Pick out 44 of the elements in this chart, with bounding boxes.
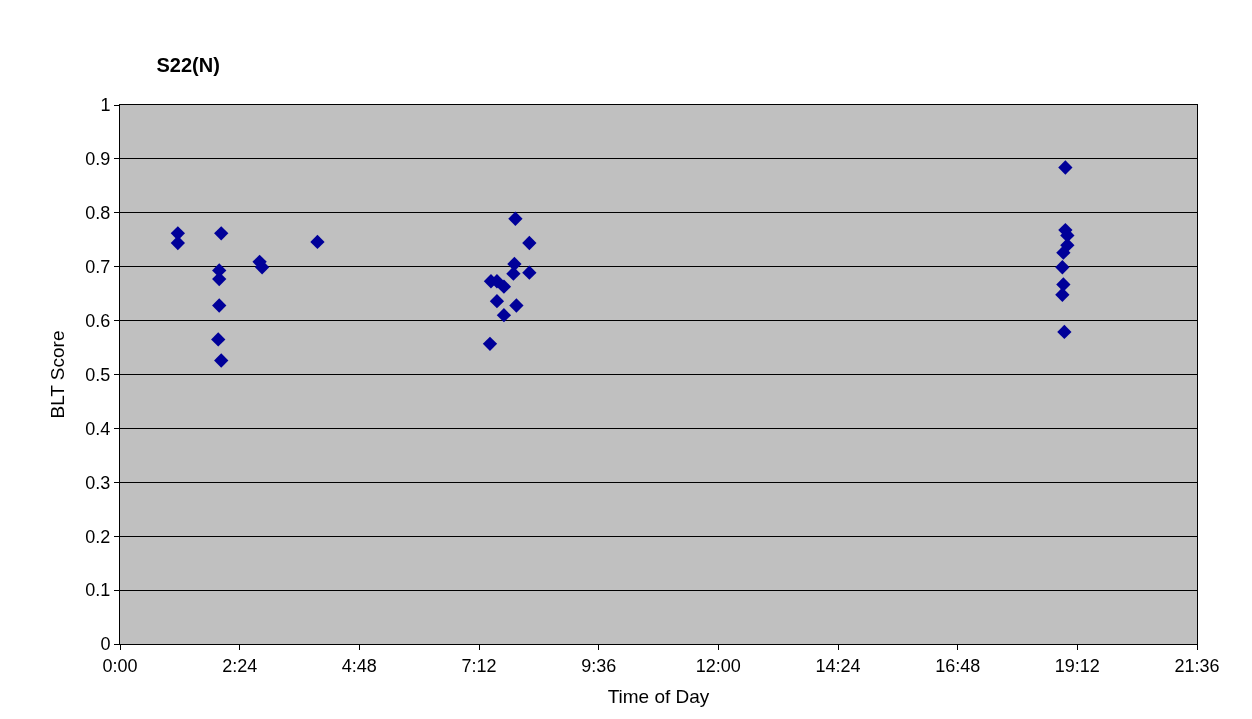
x-tick-label: 0:00 [102,655,138,676]
point [522,235,537,251]
y-tick-label: 0.3 [85,472,111,493]
point [506,266,521,281]
point [1056,277,1071,292]
y-tick-label: 0.6 [85,310,111,331]
point [522,265,537,280]
point [482,336,498,351]
x-tick-label: 9:36 [581,655,617,676]
y-tick-label: 1 [100,95,111,116]
point [508,211,523,226]
x-tick-label: 2:24 [222,655,258,676]
point [1055,287,1070,302]
point [310,234,325,250]
y-tick-label: 0.1 [85,580,111,601]
y-tick-label: 0.7 [85,257,111,277]
x-tick-label: 19:12 [1054,655,1100,676]
x-tick-label: 7:12 [461,655,497,676]
point [1056,245,1071,260]
point [214,226,229,241]
x-tick-label: 14:24 [815,655,861,676]
point [214,353,229,368]
y-tick-label: 0.4 [85,418,111,439]
chart-title: S22(N) [156,53,220,76]
point [509,298,524,313]
point [1057,324,1072,340]
point [1055,260,1070,275]
x-tick-label: 16:48 [935,655,981,676]
point [211,332,226,347]
y-tick-label: 0.2 [85,526,111,547]
point [489,294,505,309]
y-tick-label: 0.9 [85,149,111,170]
x-tick-label: 21:36 [1174,655,1220,676]
x-tick-label: 4:48 [341,655,377,676]
point [496,279,512,294]
y-tick-label: 0.8 [85,203,111,224]
y-tick-label: 0.5 [85,364,111,385]
point [1058,160,1073,175]
y-axis-title: BLT Score [47,330,69,419]
point [496,308,512,323]
x-tick-label: 12:00 [695,655,741,676]
point [212,298,227,313]
x-axis-title: Time of Day [607,686,710,708]
y-tick-label: 0 [100,634,111,655]
